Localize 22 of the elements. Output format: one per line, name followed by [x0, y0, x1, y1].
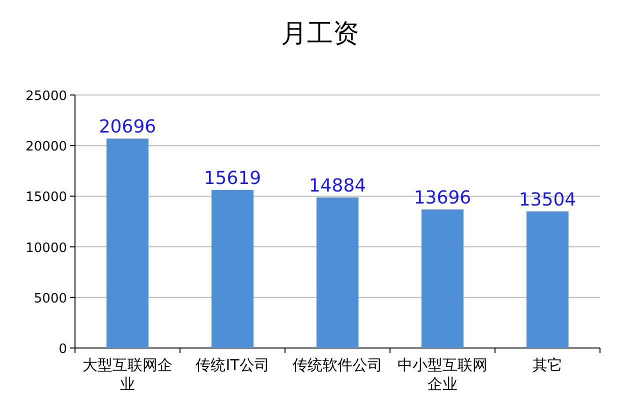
x-tick-label: 传统IT公司: [196, 356, 270, 374]
x-tick-label: 大型互联网企业: [82, 356, 172, 393]
bar: [526, 211, 568, 348]
y-tick-label: 25000: [26, 89, 67, 104]
y-tick-label: 0: [58, 342, 67, 357]
data-label: 13504: [518, 189, 576, 210]
y-tick-label: 5000: [34, 291, 67, 306]
data-label: 14884: [308, 175, 366, 196]
y-tick-label: 20000: [26, 140, 67, 155]
bar: [106, 138, 148, 348]
bar: [422, 209, 464, 348]
data-label: 13696: [414, 187, 472, 208]
x-tick-label: 其它: [532, 356, 562, 374]
bar: [316, 197, 358, 348]
x-tick-label: 中小型互联网企业: [398, 356, 488, 393]
chart-title: 月工资: [281, 19, 359, 49]
y-tick-label: 10000: [26, 240, 67, 256]
bar: [212, 190, 254, 348]
data-label: 20696: [98, 116, 156, 138]
data-label: 15619: [204, 168, 262, 189]
y-tick-label: 15000: [26, 190, 67, 206]
x-tick-label: 传统软件公司: [292, 356, 382, 374]
